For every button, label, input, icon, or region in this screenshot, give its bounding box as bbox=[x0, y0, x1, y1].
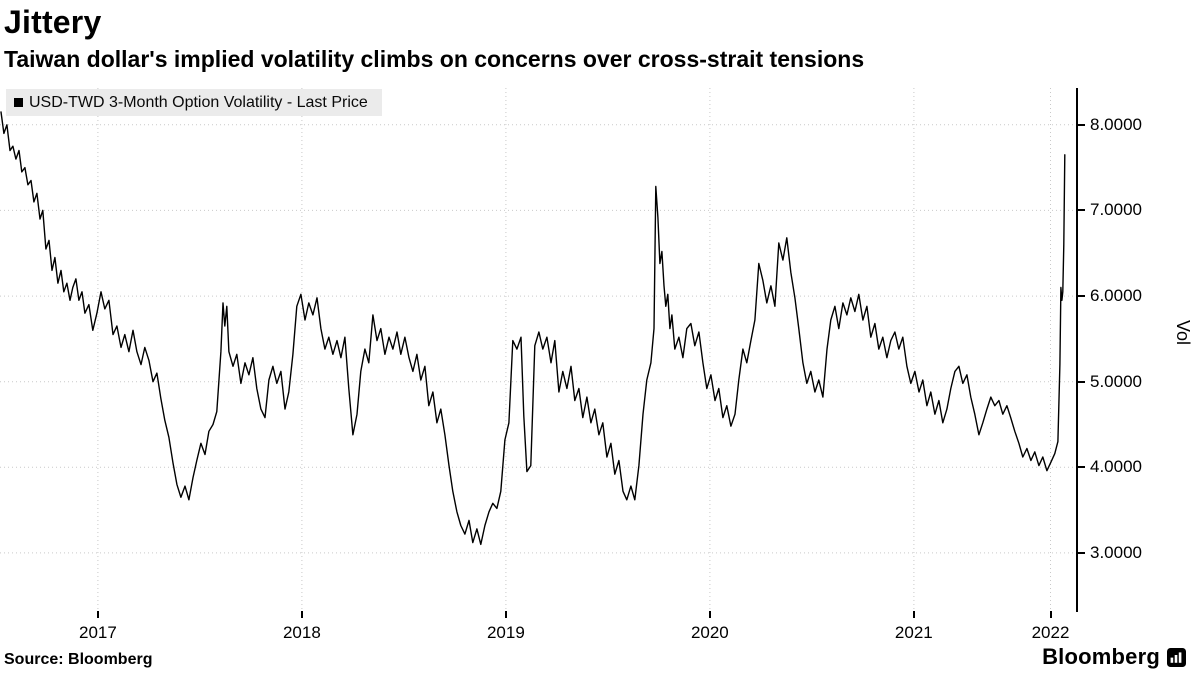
x-axis-tick bbox=[300, 611, 303, 618]
x-axis-label: 2019 bbox=[486, 623, 525, 642]
x-axis-tick bbox=[912, 611, 915, 618]
legend-label: USD-TWD 3-Month Option Volatility - Last… bbox=[29, 93, 368, 111]
x-axis-tick bbox=[96, 611, 99, 618]
x-axis-tick bbox=[504, 611, 507, 618]
bloomberg-logo: Bloomberg bbox=[1042, 644, 1186, 670]
x-axis-tick bbox=[1049, 611, 1052, 618]
volatility-line-chart bbox=[0, 88, 1075, 612]
y-axis-tick bbox=[1078, 123, 1085, 126]
y-axis-tick bbox=[1078, 209, 1085, 212]
x-axis-label: 2017 bbox=[78, 623, 117, 642]
bloomberg-wordmark: Bloomberg bbox=[1042, 644, 1160, 669]
chart-title: Jittery bbox=[4, 4, 102, 40]
y-axis-label: 5.0000 bbox=[1090, 371, 1142, 391]
x-axis-label: 2020 bbox=[690, 623, 729, 642]
y-axis-label: 8.0000 bbox=[1090, 114, 1142, 134]
x-axis-label: 2021 bbox=[894, 623, 933, 642]
y-axis-tick bbox=[1078, 551, 1085, 554]
series-line bbox=[0, 111, 1066, 546]
legend-swatch-icon bbox=[14, 98, 23, 107]
y-axis-line bbox=[1076, 88, 1078, 612]
y-axis-tick bbox=[1078, 466, 1085, 469]
y-axis-label: 3.0000 bbox=[1090, 542, 1142, 562]
y-axis-tick bbox=[1078, 295, 1085, 298]
y-axis-label: 4.0000 bbox=[1090, 457, 1142, 477]
chart-subtitle: Taiwan dollar's implied volatility climb… bbox=[4, 46, 865, 72]
y-axis-tick bbox=[1078, 380, 1085, 383]
x-axis-label: 2018 bbox=[282, 623, 321, 642]
bloomberg-bar-chart-icon bbox=[1167, 647, 1186, 667]
source-text: Source: Bloomberg bbox=[4, 651, 153, 668]
x-axis-tick bbox=[708, 611, 711, 618]
y-axis-title: Vol bbox=[1173, 320, 1193, 346]
y-axis-label: 7.0000 bbox=[1090, 200, 1142, 220]
x-axis-label: 2022 bbox=[1031, 623, 1070, 642]
y-axis-label: 6.0000 bbox=[1090, 286, 1142, 306]
legend: USD-TWD 3-Month Option Volatility - Last… bbox=[6, 89, 382, 116]
